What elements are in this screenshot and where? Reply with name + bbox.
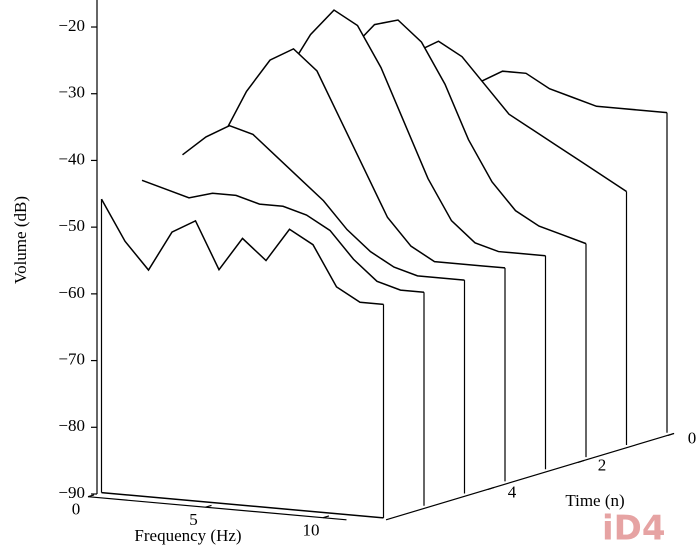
x-axis xyxy=(87,496,347,521)
x-tick xyxy=(87,494,95,498)
z-tick xyxy=(577,459,585,463)
z-tick-label: 4 xyxy=(508,482,517,501)
z-tick-label: 2 xyxy=(598,455,607,474)
slice-line xyxy=(262,9,546,257)
y-tick-label: −60 xyxy=(58,283,85,302)
slice-fill xyxy=(101,199,384,518)
watermark: iD4 xyxy=(602,509,666,549)
x-tick-label: 5 xyxy=(189,510,198,529)
y-tick-label: −20 xyxy=(58,16,85,35)
slice-line xyxy=(100,198,384,306)
x-axis-label: Frequency (Hz) xyxy=(134,526,241,545)
slice-base xyxy=(101,491,384,519)
y-tick-label: −90 xyxy=(58,483,85,502)
y-tick-label: −50 xyxy=(58,216,85,235)
z-tick xyxy=(667,432,675,436)
z-axis-label: Time (n) xyxy=(565,491,624,510)
x-tick xyxy=(205,504,212,508)
x-tick-label: 0 xyxy=(72,500,81,519)
x-tick-label: 10 xyxy=(303,521,320,540)
y-tick-label: −70 xyxy=(58,349,85,368)
y-tick-label: −30 xyxy=(58,83,85,102)
slice-line xyxy=(222,47,506,269)
slice-line xyxy=(182,124,465,281)
z-tick xyxy=(487,486,495,490)
y-tick-label: −80 xyxy=(58,416,85,435)
x-tick xyxy=(322,515,330,519)
z-tick-label: 0 xyxy=(688,428,697,447)
z-axis xyxy=(385,432,675,521)
y-tick-label: −40 xyxy=(58,149,85,168)
slice-line xyxy=(141,179,425,293)
y-axis-label: Volume (dB) xyxy=(11,196,30,284)
